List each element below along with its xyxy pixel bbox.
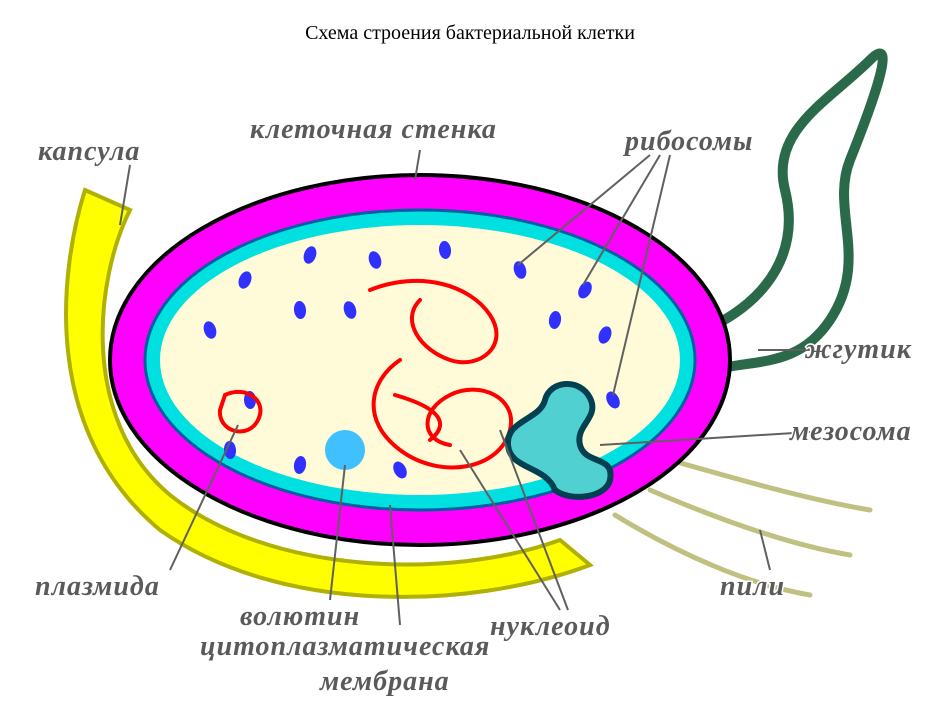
label-cell-wall: клеточная стенка: [250, 114, 497, 145]
diagram-title: Схема строения бактериальной клетки: [0, 22, 940, 45]
bacterial-cell-diagram: капсула клеточная стенка рибосомы жгутик…: [0, 0, 940, 705]
label-flagellum: жгутик: [804, 334, 912, 365]
label-cyto-membrane-1: цитоплазматическая: [200, 631, 490, 662]
label-cyto-membrane-2: мембрана: [319, 666, 450, 697]
label-pili: пили: [720, 571, 785, 602]
label-capsule: капсула: [38, 136, 140, 167]
cytoplasm-shape: [160, 225, 680, 495]
label-plasmid: плазмида: [35, 571, 160, 602]
flagellum-shape: [705, 53, 883, 368]
label-mesosome: мезосома: [789, 416, 912, 447]
label-volutin: волютин: [240, 601, 360, 632]
label-ribosomes: рибосомы: [623, 126, 753, 157]
volutin-shape: [325, 430, 365, 470]
label-nucleoid: нуклеоид: [490, 611, 611, 642]
